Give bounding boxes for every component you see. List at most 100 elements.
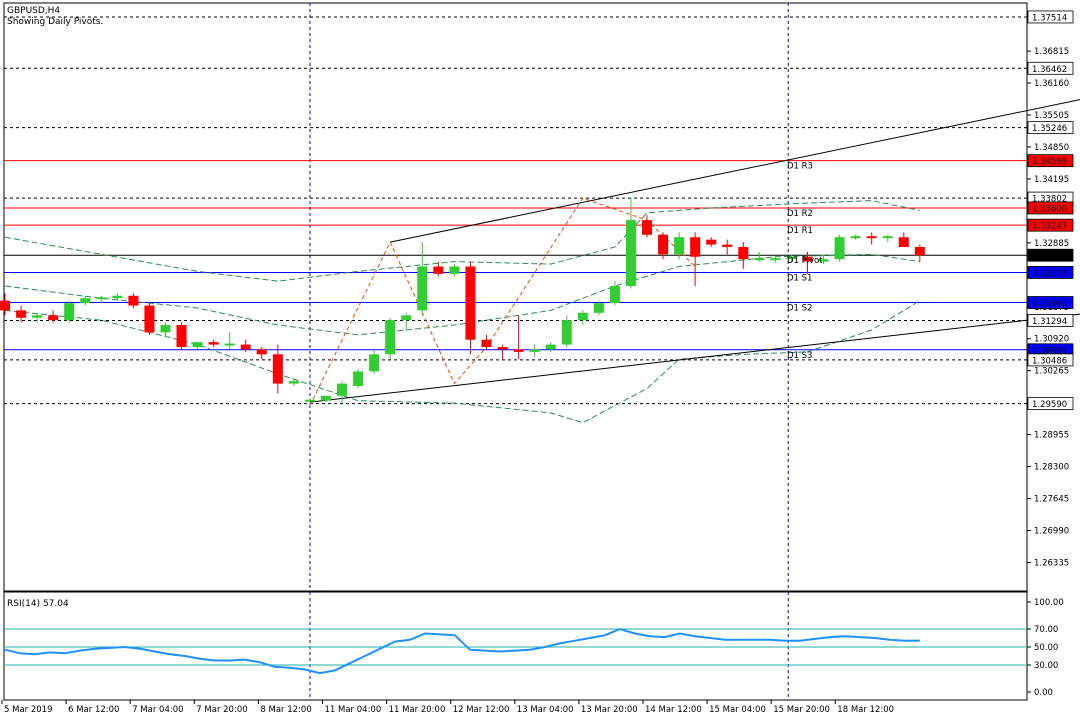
- time-tick-label: 7 Mar 20:00: [196, 705, 247, 715]
- rsi-tick-label: 50.00: [1034, 643, 1058, 653]
- candle-body: [192, 342, 203, 348]
- candle-body: [433, 266, 444, 274]
- time-tick-label: 5 Mar 2019: [4, 705, 52, 715]
- price-tag-label: 1.30693: [1032, 346, 1067, 356]
- price-tag: [1027, 314, 1074, 327]
- candle-body: [513, 349, 524, 352]
- price-tag-label: 1.29590: [1032, 400, 1067, 410]
- time-tick-label: 11 Mar 20:00: [389, 705, 446, 715]
- rsi-tick-label: 0.00: [1034, 688, 1053, 698]
- price-tick-label: 1.28955: [1034, 431, 1069, 441]
- candle-body: [577, 312, 588, 321]
- candle-body: [321, 395, 331, 401]
- time-tick-label: 8 Mar 12:00: [260, 705, 311, 715]
- pivot-label: D1 S2: [787, 304, 812, 314]
- price-tick-label: 1.26990: [1034, 526, 1069, 536]
- candle-body: [625, 220, 636, 287]
- time-tick-label: 6 Mar 12:00: [68, 705, 119, 715]
- price-tick-label: 1.34195: [1034, 175, 1069, 185]
- candle-body: [722, 244, 733, 247]
- time-tick-label: 13 Mar 04:00: [517, 705, 574, 715]
- price-tick-label: 1.32885: [1034, 239, 1069, 249]
- time-tick-label: 12 Mar 12:00: [453, 705, 510, 715]
- candle-body: [738, 246, 749, 260]
- candle-body: [802, 256, 813, 262]
- candle-body: [449, 266, 460, 274]
- candle-body: [690, 237, 701, 257]
- candle-body: [112, 295, 123, 299]
- candle-body: [16, 310, 27, 318]
- pivot-label: D1 S3: [787, 351, 812, 361]
- price-tag-label: 1.31662: [1032, 299, 1067, 309]
- candle-body: [658, 234, 669, 255]
- pivot-label: D1 R2: [787, 209, 813, 219]
- price-tag: [1027, 61, 1074, 75]
- price-tag-label: 1.31294: [1032, 317, 1067, 327]
- candle-body: [898, 237, 909, 247]
- candle-body: [128, 295, 139, 306]
- candle-body: [48, 315, 59, 321]
- price-tick-label: 1.35505: [1034, 111, 1069, 121]
- candle-body: [64, 303, 75, 321]
- price-tag-label: 1.37514: [1032, 13, 1067, 23]
- candle-body: [208, 342, 219, 345]
- price-tag: [1027, 154, 1074, 168]
- candle-body: [481, 339, 492, 348]
- band-line: [4, 200, 920, 282]
- rsi-title: RSI(14) 57.04: [7, 599, 69, 609]
- time-tick-label: 15 Mar 04:00: [709, 705, 766, 715]
- price-tick-label: 1.36815: [1034, 47, 1069, 57]
- time-tick-label: 11 Mar 04:00: [325, 705, 382, 715]
- candle-body: [32, 315, 43, 318]
- price-tick-label: 1.36160: [1034, 79, 1069, 89]
- rsi-tick-label: 70.00: [1034, 625, 1058, 635]
- candle-body: [786, 256, 797, 260]
- candle-body: [144, 305, 155, 333]
- price-tag: [1027, 10, 1074, 24]
- main-chart-frame: [3, 2, 1028, 592]
- candle-body: [80, 298, 91, 304]
- price-tick-label: 1.30265: [1034, 367, 1069, 377]
- price-tick-label: 1.34850: [1034, 143, 1069, 153]
- rsi-frame: [3, 591, 1028, 701]
- channel-line: [390, 99, 1080, 243]
- candle-body: [561, 320, 572, 345]
- pivot-label: D1 R3: [787, 162, 813, 172]
- candle-body: [465, 266, 476, 340]
- price-tag: [1027, 248, 1074, 262]
- candle-body: [256, 349, 267, 355]
- price-tag-label: 1.33247: [1032, 222, 1067, 232]
- candle-body: [706, 239, 717, 245]
- candle-body: [642, 220, 652, 235]
- price-tag-label: 1.35246: [1032, 124, 1067, 134]
- price-tag-label: 1.32278: [1032, 269, 1067, 279]
- price-tag: [1027, 266, 1074, 279]
- price-tick-label: 1.28300: [1034, 463, 1069, 473]
- rsi-line: [4, 627, 920, 675]
- price-tag: [1027, 201, 1074, 215]
- time-tick-label: 15 Mar 20:00: [773, 705, 830, 715]
- price-tag-label: 1.36462: [1032, 65, 1067, 75]
- candle-body: [401, 315, 412, 321]
- price-tag-label: 1.32631: [1032, 252, 1067, 262]
- channel-line: [309, 313, 1080, 403]
- price-tag: [1027, 121, 1074, 135]
- rsi-tick-label: 30.00: [1034, 661, 1058, 671]
- candle-body: [593, 303, 604, 313]
- candle-body: [240, 344, 251, 350]
- candle-body: [417, 266, 428, 311]
- candle-body: [529, 349, 540, 352]
- price-tag: [1027, 397, 1074, 411]
- candle-body: [337, 383, 348, 396]
- rsi-tick-label: 100.00: [1034, 598, 1064, 608]
- pivot-label: D1 S1: [787, 273, 812, 283]
- price-tag: [1027, 353, 1074, 367]
- time-tick-label: 7 Mar 04:00: [132, 705, 183, 715]
- price-tag-label: 1.33802: [1032, 195, 1067, 205]
- pivot-label: D1 R1: [787, 226, 813, 236]
- time-tick-label: 18 Mar 12:00: [837, 705, 894, 715]
- candle-body: [609, 286, 620, 304]
- candle-body: [914, 246, 925, 256]
- candle-body: [272, 354, 283, 384]
